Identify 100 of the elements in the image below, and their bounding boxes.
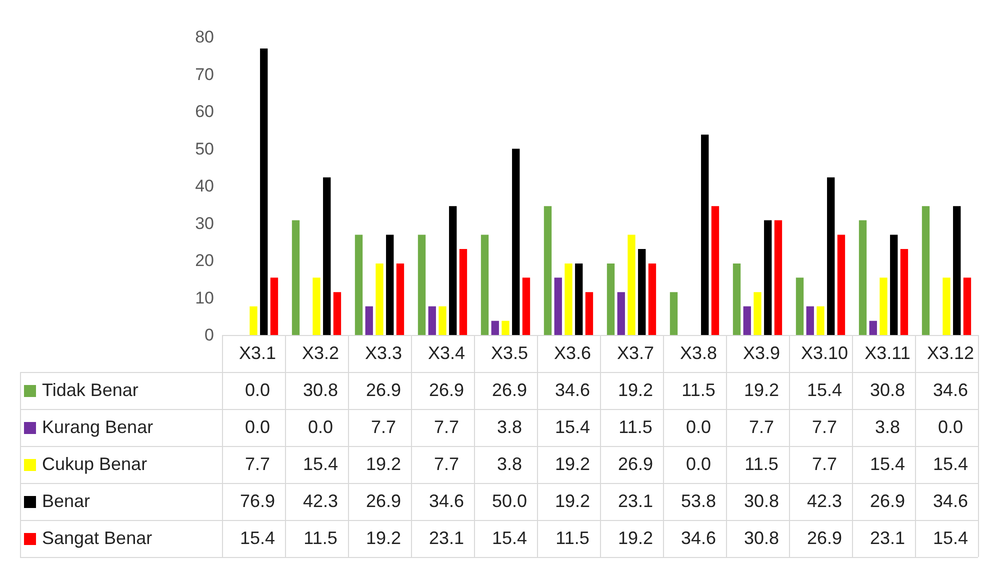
bar <box>522 278 530 335</box>
bar <box>796 278 804 335</box>
bar <box>880 278 888 335</box>
bar <box>480 234 489 335</box>
bar <box>764 220 772 335</box>
bar <box>292 220 300 335</box>
data-label: 42.3 <box>302 490 340 513</box>
data-label: 19.2 <box>364 453 402 476</box>
bar <box>554 278 562 335</box>
bar <box>858 220 867 335</box>
bar <box>869 320 877 335</box>
bar <box>617 292 625 335</box>
data-label: 0.0 <box>936 416 964 439</box>
legend-label: Sangat Benar <box>41 527 154 550</box>
data-label: 7.7 <box>432 416 460 439</box>
data-label: 19.2 <box>554 453 592 476</box>
x-tick-label: X3.11 <box>864 342 912 365</box>
bar <box>806 306 814 335</box>
data-label: 34.6 <box>428 490 466 513</box>
bar <box>396 263 404 335</box>
data-label: 7.7 <box>432 453 460 476</box>
bar <box>942 278 950 335</box>
data-label: 11.5 <box>618 416 654 439</box>
data-label: 15.4 <box>932 453 970 476</box>
bar <box>670 292 678 335</box>
data-label: 0.0 <box>244 379 272 402</box>
legend-label: Benar <box>41 490 92 513</box>
bar <box>512 148 520 335</box>
y-tick-label: 40 <box>195 176 214 196</box>
bar <box>963 278 972 335</box>
bar <box>701 134 709 335</box>
data-label: 26.9 <box>806 527 844 550</box>
bar <box>890 234 898 335</box>
data-label: 11.5 <box>302 527 338 550</box>
x-tick-label: X3.5 <box>490 342 530 365</box>
x-tick-label: X3.12 <box>926 342 976 365</box>
data-label: 34.6 <box>932 379 970 402</box>
bar <box>638 248 646 335</box>
data-label: 26.9 <box>490 379 528 402</box>
data-label: 42.3 <box>806 490 844 513</box>
y-tick-label: 80 <box>195 28 214 46</box>
data-label: 19.2 <box>742 379 780 402</box>
data-label: 30.8 <box>742 490 780 513</box>
bar <box>827 177 835 335</box>
bar <box>628 234 636 335</box>
bar <box>922 206 930 335</box>
data-label: 19.2 <box>616 379 654 402</box>
bar <box>837 234 846 335</box>
data-label: 23.1 <box>428 527 466 550</box>
y-tick-label: 50 <box>195 139 214 158</box>
bar <box>449 206 457 335</box>
data-label: 7.7 <box>810 453 838 476</box>
y-tick-label: 0 <box>204 326 214 344</box>
bar <box>376 263 384 335</box>
data-label: 19.2 <box>554 490 592 513</box>
data-label: 53.8 <box>680 490 718 513</box>
bar <box>386 234 394 335</box>
x-tick-label: X3.8 <box>678 342 718 365</box>
data-label: 3.8 <box>496 416 524 439</box>
data-label: 23.1 <box>616 490 654 513</box>
bar <box>502 320 510 335</box>
data-label: 7.7 <box>748 416 776 439</box>
y-tick-label: 60 <box>195 102 214 121</box>
x-tick-label: X3.6 <box>552 342 592 365</box>
bar <box>354 234 363 335</box>
data-label: 30.8 <box>742 527 780 550</box>
bar <box>323 177 331 335</box>
data-label: 15.4 <box>868 453 906 476</box>
data-label: 15.4 <box>932 527 970 550</box>
legend-label: Tidak Benar <box>41 379 140 402</box>
data-label: 3.8 <box>496 453 524 476</box>
bar <box>648 263 656 335</box>
data-label: 26.9 <box>364 379 402 402</box>
x-tick-label: X3.2 <box>300 342 340 365</box>
data-label: 34.6 <box>680 527 718 550</box>
y-tick-label: 70 <box>195 64 214 84</box>
data-label: 26.9 <box>428 379 466 402</box>
y-tick-label: 20 <box>195 251 214 270</box>
y-tick-label: 10 <box>195 288 214 308</box>
bar <box>900 248 908 335</box>
bar <box>754 292 762 335</box>
bar <box>260 48 268 335</box>
data-label: 7.7 <box>244 453 272 476</box>
y-tick-label: 30 <box>195 214 214 233</box>
x-tick-label: X3.1 <box>238 342 278 365</box>
data-label: 30.8 <box>302 379 340 402</box>
data-label: 34.6 <box>554 379 592 402</box>
bar <box>418 234 426 335</box>
bar <box>564 263 572 335</box>
bar <box>575 263 583 335</box>
bar <box>459 248 468 335</box>
bar <box>732 263 741 335</box>
bar <box>606 263 615 335</box>
data-label: 0.0 <box>684 453 712 476</box>
bar <box>333 292 342 335</box>
data-label: 26.9 <box>616 453 654 476</box>
data-label: 0.0 <box>684 416 712 439</box>
data-label: 19.2 <box>364 527 402 550</box>
x-tick-label: X3.9 <box>742 342 782 365</box>
bar <box>250 306 258 335</box>
